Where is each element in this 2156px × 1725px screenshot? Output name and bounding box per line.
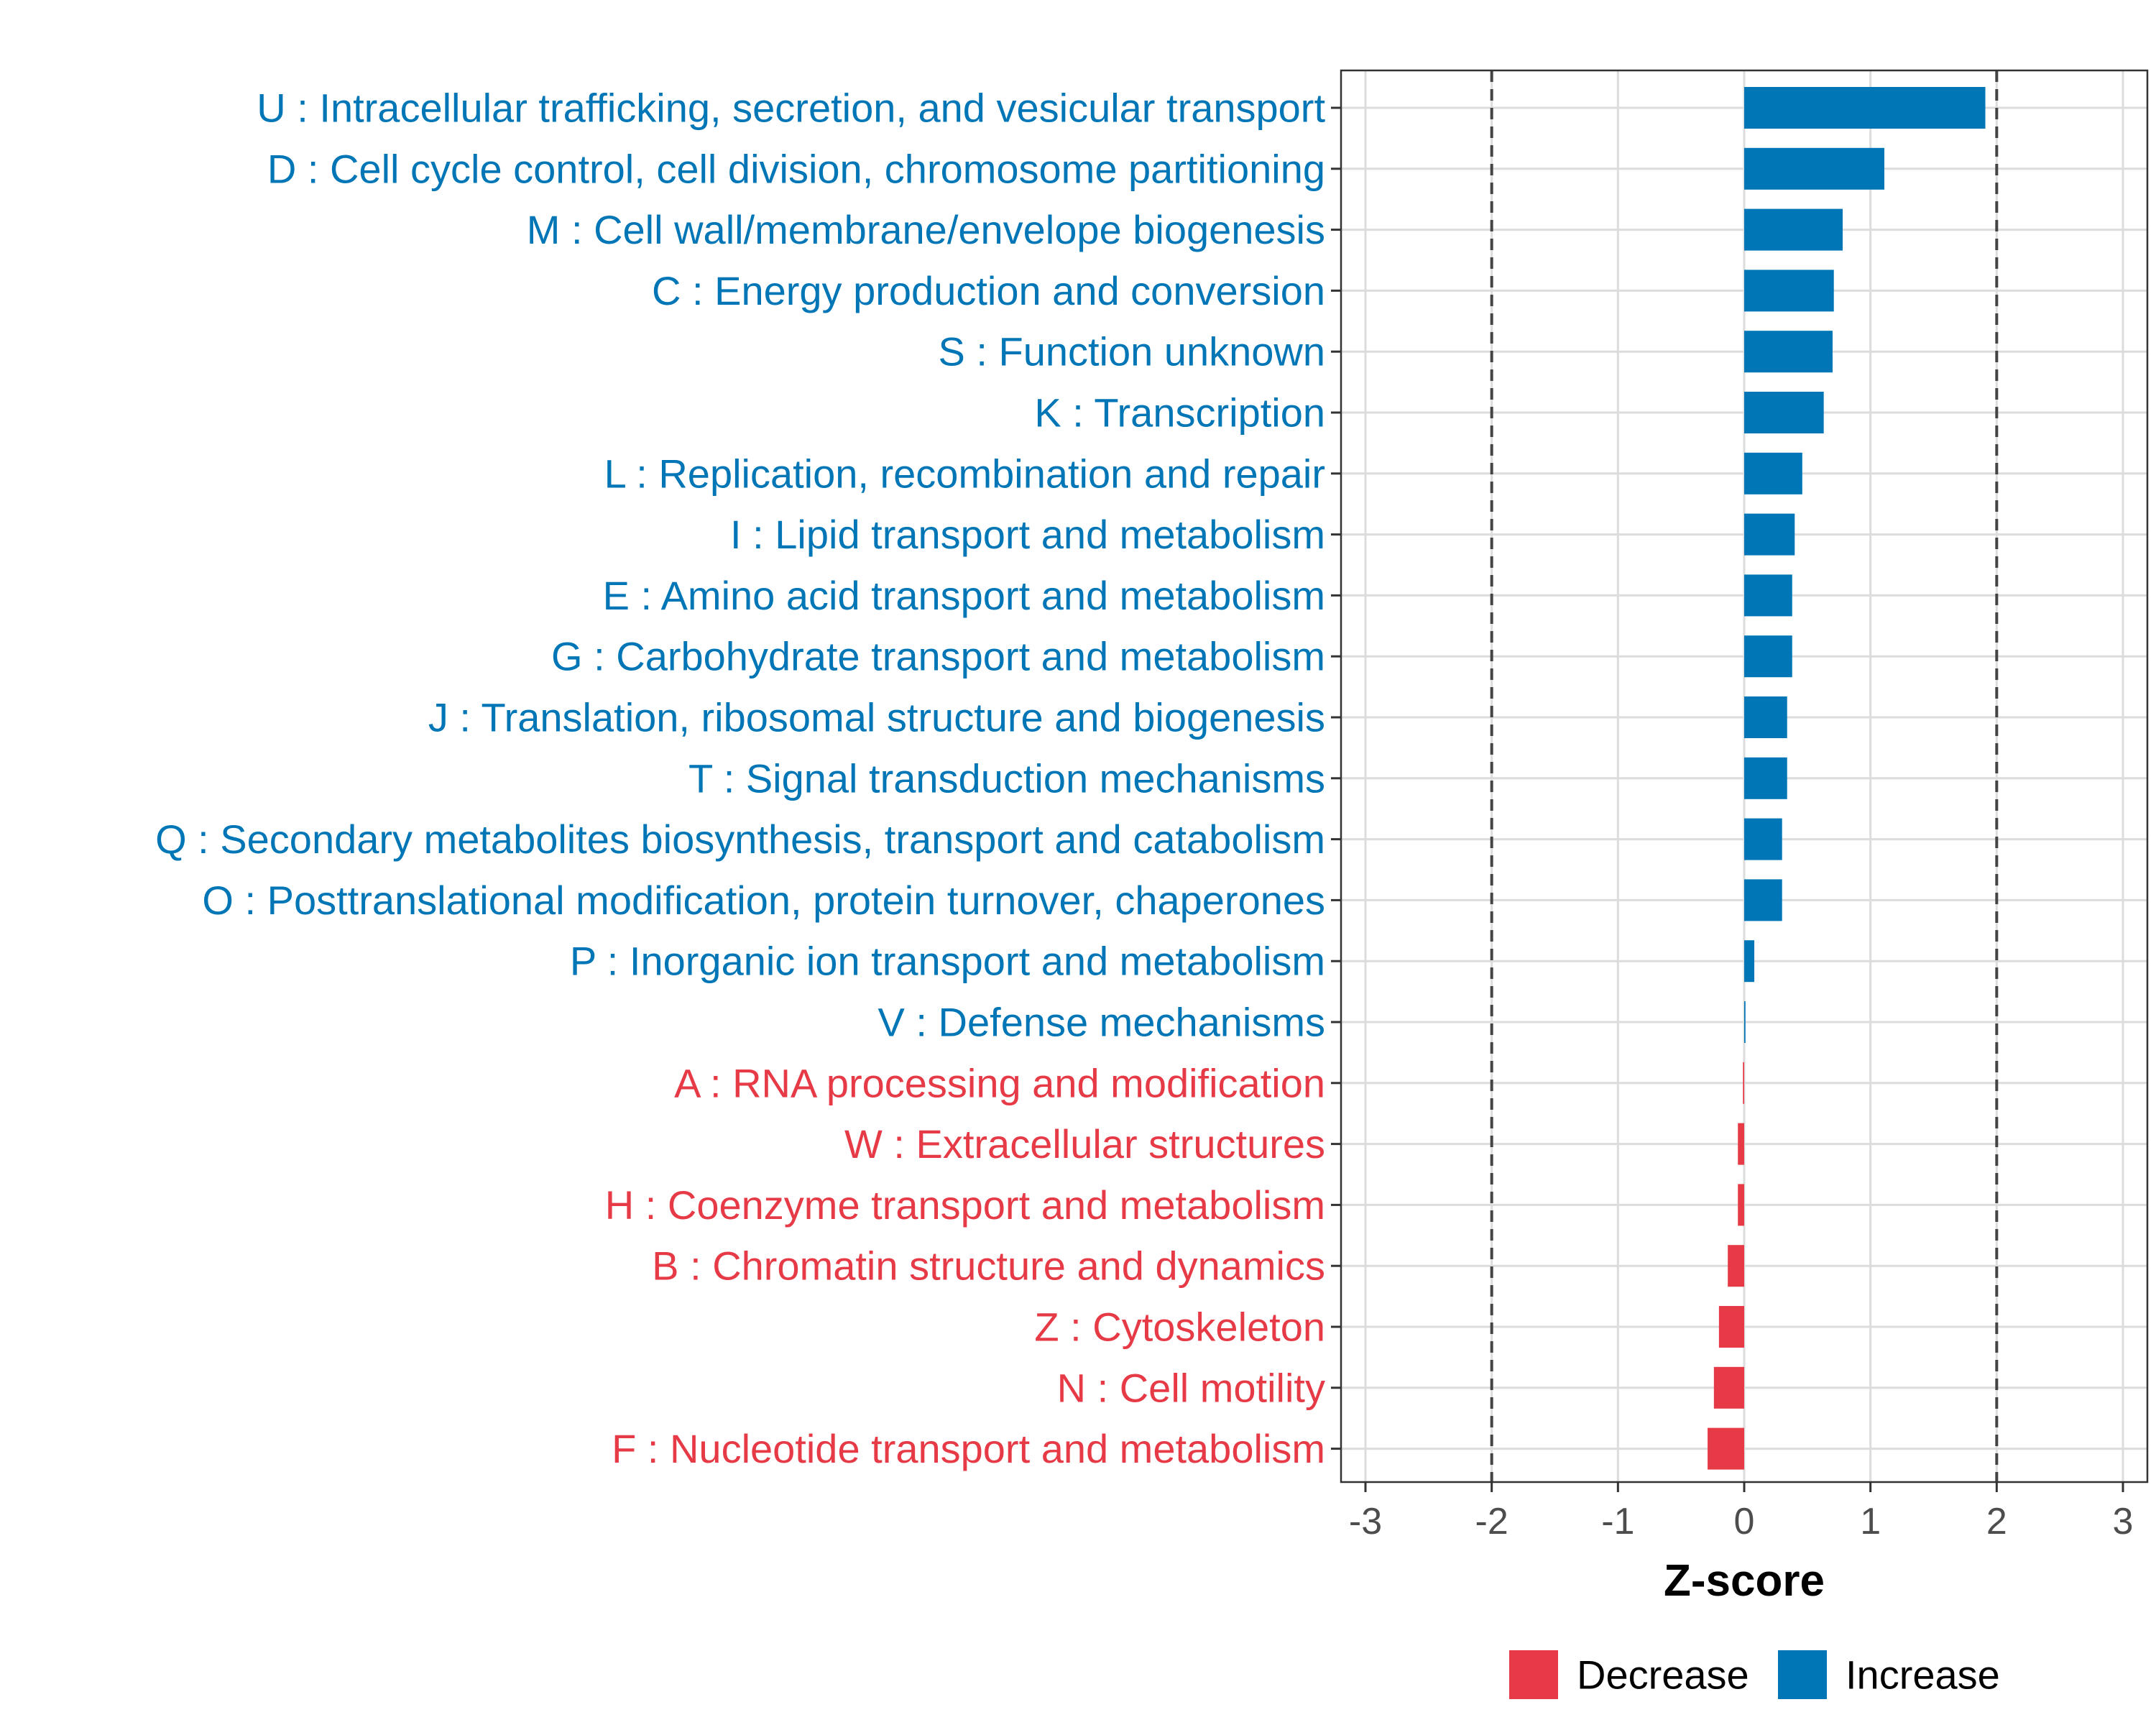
category-label: C : Energy production and conversion	[652, 268, 1325, 313]
bar	[1713, 1366, 1744, 1409]
bar	[1744, 818, 1782, 860]
bar	[1744, 392, 1824, 433]
bar	[1718, 1306, 1744, 1348]
bar	[1744, 696, 1787, 738]
legend: Decrease Increase	[1509, 1650, 2000, 1699]
category-label: W : Extracellular structures	[844, 1121, 1325, 1167]
category-label: N : Cell motility	[1057, 1365, 1325, 1410]
x-tick-label: -3	[1349, 1501, 1382, 1542]
x-tick-labels: -3 -2 -1 0 1 2 3	[1349, 1501, 2134, 1542]
bar	[1744, 147, 1884, 190]
bars	[1708, 87, 1986, 1470]
bar	[1744, 452, 1802, 494]
bar	[1744, 513, 1795, 556]
legend-label-increase: Increase	[1846, 1652, 2000, 1698]
bar	[1744, 331, 1833, 373]
category-label: T : Signal transduction mechanisms	[688, 755, 1325, 801]
legend-swatch-decrease	[1509, 1650, 1558, 1699]
category-label: Z : Cytoskeleton	[1034, 1305, 1325, 1350]
x-tick-label: 3	[2113, 1501, 2134, 1542]
bar	[1744, 757, 1787, 799]
x-tick-label: 1	[1860, 1501, 1881, 1542]
bar	[1744, 1001, 1746, 1043]
category-label: M : Cell wall/membrane/envelope biogenes…	[527, 207, 1325, 252]
bar	[1738, 1184, 1744, 1226]
category-label: I : Lipid transport and metabolism	[730, 512, 1325, 557]
bar	[1744, 208, 1843, 251]
category-label: L : Replication, recombination and repai…	[604, 451, 1325, 496]
bar	[1708, 1427, 1744, 1470]
x-axis-title: Z-score	[1664, 1556, 1825, 1606]
x-tick-label: -1	[1601, 1501, 1634, 1542]
axis-ticks	[1331, 106, 2124, 1492]
legend-swatch-increase	[1778, 1650, 1827, 1699]
category-label: B : Chromatin structure and dynamics	[652, 1243, 1325, 1289]
category-label: H : Coenzyme transport and metabolism	[605, 1182, 1325, 1228]
bar	[1744, 87, 1986, 129]
x-tick-label: 2	[1986, 1501, 2007, 1542]
category-label: A : RNA processing and modification	[674, 1060, 1325, 1105]
category-label: F : Nucleotide transport and metabolism	[612, 1426, 1325, 1471]
category-label: D : Cell cycle control, cell division, c…	[267, 146, 1325, 191]
legend-label-decrease: Decrease	[1577, 1652, 1749, 1698]
bar	[1744, 635, 1792, 678]
category-label: K : Transcription	[1034, 390, 1325, 436]
category-label: Q : Secondary metabolites biosynthesis, …	[155, 816, 1325, 862]
category-label: S : Function unknown	[938, 329, 1325, 374]
x-tick-label: -2	[1475, 1501, 1508, 1542]
bar	[1744, 940, 1755, 983]
category-label: O : Posttranslational modification, prot…	[202, 878, 1325, 923]
bar	[1728, 1245, 1744, 1287]
category-label: J : Translation, ribosomal structure and…	[428, 695, 1325, 740]
x-tick-label: 0	[1734, 1501, 1755, 1542]
category-labels: U : Intracellular trafficking, secretion…	[155, 86, 1325, 1472]
category-label: E : Amino acid transport and metabolism	[603, 573, 1325, 618]
bar	[1744, 270, 1834, 312]
reference-lines	[1490, 70, 1999, 1482]
bar	[1738, 1123, 1744, 1165]
bar	[1743, 1062, 1744, 1104]
category-label: P : Inorganic ion transport and metaboli…	[570, 939, 1325, 984]
category-label: U : Intracellular trafficking, secretion…	[257, 86, 1325, 131]
bar	[1744, 574, 1792, 617]
category-label: V : Defense mechanisms	[878, 1000, 1325, 1045]
bar	[1744, 879, 1782, 921]
category-label: G : Carbohydrate transport and metabolis…	[551, 634, 1325, 679]
